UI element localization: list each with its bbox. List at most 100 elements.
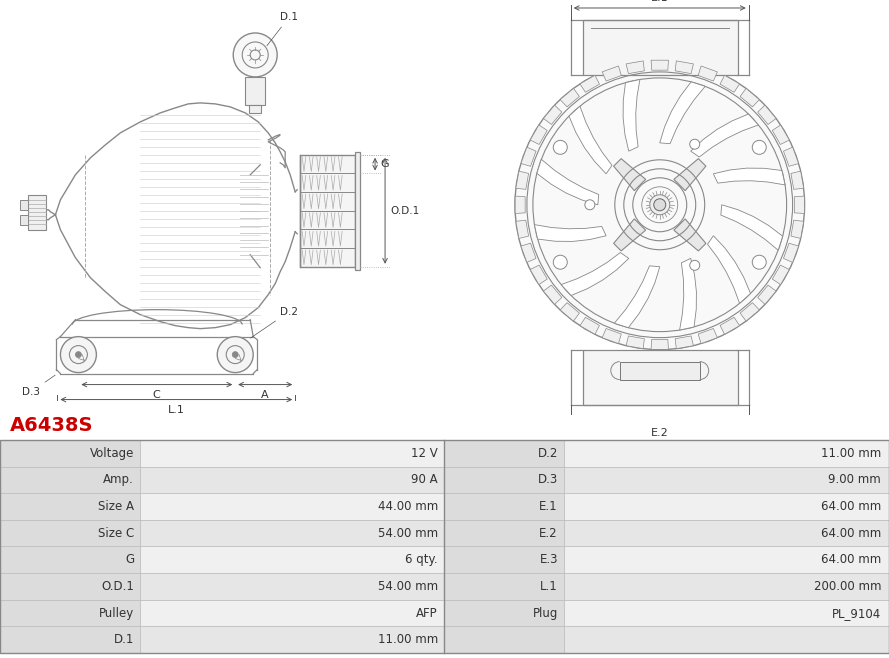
- Text: 200.00 mm: 200.00 mm: [813, 580, 881, 593]
- Bar: [20, 215, 28, 225]
- Bar: [564, 494, 889, 520]
- Bar: [564, 626, 889, 653]
- Bar: [583, 349, 738, 405]
- Polygon shape: [614, 266, 660, 328]
- Circle shape: [553, 255, 567, 269]
- Polygon shape: [561, 253, 629, 295]
- Text: Amp.: Amp.: [103, 473, 134, 486]
- Polygon shape: [613, 159, 645, 191]
- Text: A6438S: A6438S: [10, 417, 93, 436]
- Text: D.3: D.3: [22, 375, 55, 397]
- Polygon shape: [691, 114, 758, 157]
- Bar: [0, 440, 140, 467]
- Circle shape: [60, 337, 96, 372]
- Text: O.D.1: O.D.1: [390, 206, 420, 216]
- Polygon shape: [783, 147, 798, 166]
- Circle shape: [752, 255, 766, 269]
- Bar: [564, 467, 889, 494]
- Polygon shape: [679, 259, 696, 330]
- Polygon shape: [602, 328, 621, 343]
- Text: 44.00 mm: 44.00 mm: [378, 500, 438, 513]
- Circle shape: [233, 33, 277, 77]
- Polygon shape: [560, 303, 580, 321]
- Text: PL_9104: PL_9104: [832, 607, 881, 620]
- Text: 64.00 mm: 64.00 mm: [821, 553, 881, 567]
- Polygon shape: [773, 125, 789, 145]
- Text: AFP: AFP: [416, 607, 438, 620]
- Polygon shape: [698, 66, 717, 81]
- Text: 6 qty.: 6 qty.: [405, 553, 438, 567]
- Bar: [140, 599, 444, 626]
- Text: L.1: L.1: [168, 405, 185, 415]
- Polygon shape: [569, 106, 612, 174]
- Bar: [564, 440, 889, 467]
- Polygon shape: [537, 159, 598, 205]
- Polygon shape: [530, 265, 548, 284]
- Bar: [0, 494, 140, 520]
- Text: 54.00 mm: 54.00 mm: [378, 580, 438, 593]
- Polygon shape: [795, 196, 805, 213]
- Text: E.2: E.2: [651, 428, 669, 438]
- Bar: [564, 573, 889, 599]
- Polygon shape: [757, 105, 776, 124]
- Bar: [300, 155, 355, 266]
- Bar: [0, 547, 140, 573]
- Polygon shape: [530, 125, 548, 145]
- Text: G: G: [124, 553, 134, 567]
- Bar: [20, 200, 28, 210]
- Polygon shape: [521, 147, 536, 166]
- Polygon shape: [721, 205, 782, 250]
- Polygon shape: [580, 75, 599, 92]
- Bar: [583, 20, 738, 75]
- Bar: [444, 599, 564, 626]
- Bar: [0, 626, 140, 653]
- Bar: [564, 599, 889, 626]
- Polygon shape: [623, 80, 640, 151]
- Text: D.1: D.1: [267, 12, 298, 46]
- Text: E.1: E.1: [540, 500, 558, 513]
- Text: Size A: Size A: [98, 500, 134, 513]
- Polygon shape: [791, 220, 804, 238]
- Polygon shape: [580, 317, 599, 334]
- Bar: [444, 573, 564, 599]
- Circle shape: [690, 139, 700, 149]
- Polygon shape: [521, 243, 536, 263]
- Bar: [140, 520, 444, 547]
- Polygon shape: [660, 82, 705, 143]
- Circle shape: [585, 200, 595, 210]
- Polygon shape: [713, 168, 785, 185]
- Polygon shape: [516, 220, 529, 238]
- Text: E.2: E.2: [540, 526, 558, 540]
- Bar: [140, 573, 444, 599]
- Text: D.3: D.3: [538, 473, 558, 486]
- Text: 11.00 mm: 11.00 mm: [378, 633, 438, 646]
- Bar: [564, 547, 889, 573]
- Text: C: C: [152, 390, 160, 399]
- Polygon shape: [720, 75, 740, 92]
- Polygon shape: [675, 336, 693, 349]
- Polygon shape: [543, 105, 562, 124]
- Circle shape: [653, 199, 666, 211]
- Circle shape: [515, 60, 805, 349]
- Text: L.1: L.1: [541, 580, 558, 593]
- Bar: [140, 547, 444, 573]
- Text: 64.00 mm: 64.00 mm: [821, 526, 881, 540]
- Text: D.2: D.2: [538, 447, 558, 460]
- Polygon shape: [675, 61, 693, 74]
- Polygon shape: [516, 171, 529, 190]
- Text: 12 V: 12 V: [412, 447, 438, 460]
- Bar: [140, 467, 444, 494]
- Polygon shape: [602, 66, 621, 81]
- Polygon shape: [674, 219, 706, 251]
- Text: D.2: D.2: [251, 307, 298, 338]
- Polygon shape: [674, 159, 706, 191]
- Polygon shape: [651, 340, 669, 349]
- Text: G: G: [380, 159, 388, 169]
- Text: Voltage: Voltage: [90, 447, 134, 460]
- Circle shape: [752, 140, 766, 155]
- Bar: [0, 599, 140, 626]
- Polygon shape: [740, 88, 759, 107]
- Text: 11.00 mm: 11.00 mm: [821, 447, 881, 460]
- Bar: [0, 520, 140, 547]
- Bar: [564, 520, 889, 547]
